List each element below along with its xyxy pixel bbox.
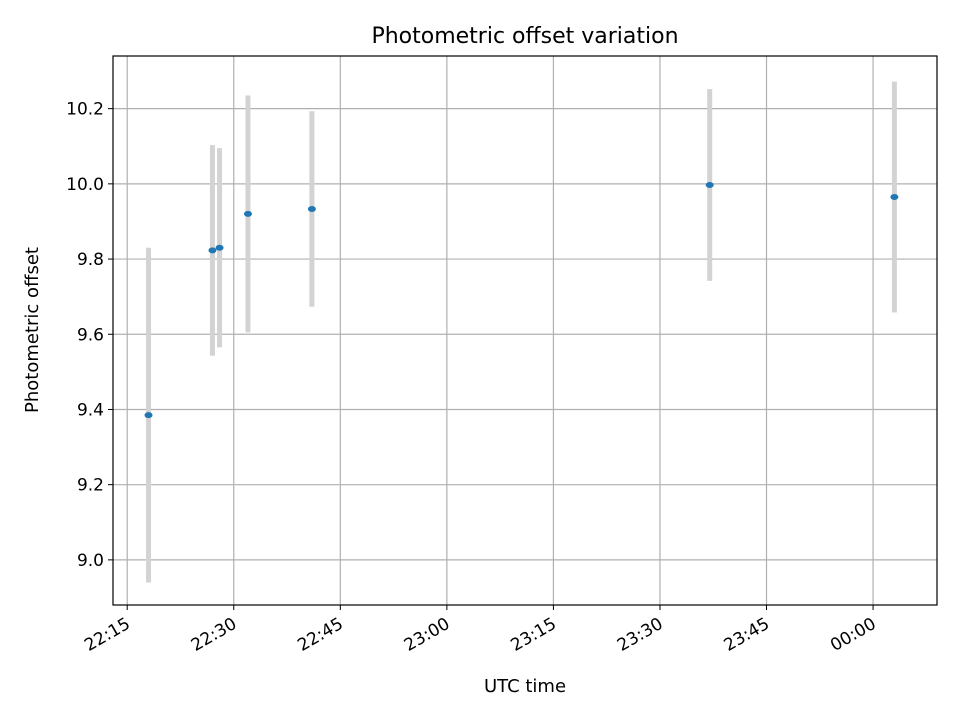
data-points [144, 181, 899, 419]
y-tick-label: 10.2 [66, 100, 104, 120]
data-point [144, 412, 153, 419]
data-point [890, 194, 899, 201]
data-point [208, 247, 217, 254]
y-axis-label: Photometric offset [22, 247, 43, 413]
data-point [243, 210, 252, 217]
y-tick-label: 9.4 [77, 400, 104, 420]
data-point [705, 181, 714, 188]
y-tick-label: 9.2 [77, 476, 104, 496]
y-tick-label: 9.0 [77, 551, 104, 571]
data-point [307, 206, 316, 213]
y-tick-label: 10.0 [66, 175, 104, 195]
grid [113, 56, 937, 605]
y-tick-label: 9.6 [77, 325, 104, 345]
x-axis-label: UTC time [484, 676, 566, 697]
chart-title: Photometric offset variation [371, 24, 678, 49]
data-point [215, 244, 224, 251]
y-tick-label: 9.8 [77, 250, 104, 270]
plot-frame [112, 55, 938, 606]
